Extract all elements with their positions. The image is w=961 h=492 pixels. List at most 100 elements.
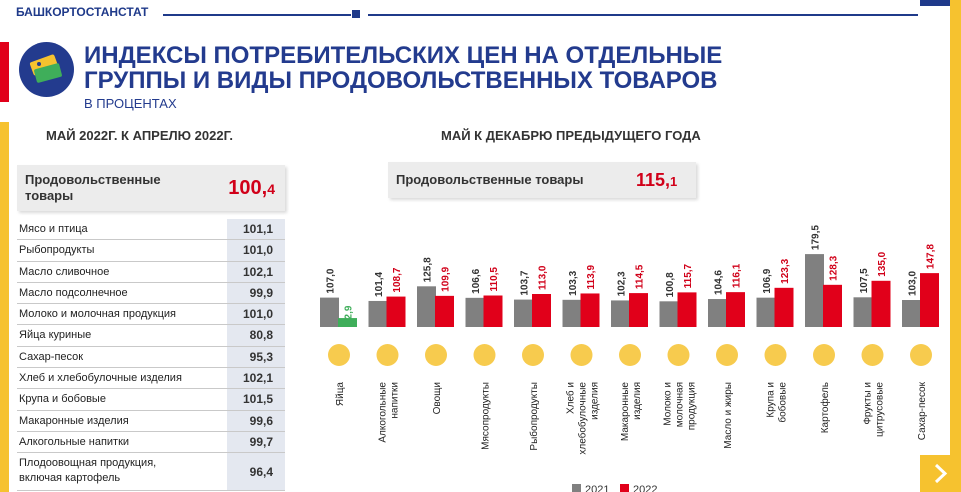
table-row: Масло подсолнечное 99,9 <box>17 282 285 305</box>
table-row: Яйца куриные 80,8 <box>17 325 285 347</box>
data-label: 135,0 <box>877 251 888 276</box>
title-line: ГРУППЫ И ВИДЫ ПРОДОВОЛЬСТВЕННЫХ ТОВАРОВ <box>84 67 718 94</box>
bar-2021 <box>708 299 727 327</box>
table-row: Молоко и молочная продукция 101,0 <box>17 304 285 326</box>
data-label: 114,5 <box>635 264 646 289</box>
data-label: 123,3 <box>780 258 791 283</box>
row-value: 101,0 <box>227 240 285 261</box>
category-label: Крупа и <box>766 382 777 418</box>
food-total-box-right: Продовольственные товары 115,1 <box>388 162 696 198</box>
category-label: хлебобулочные <box>577 382 589 455</box>
next-button[interactable] <box>920 455 961 492</box>
bar-2022 <box>823 284 842 327</box>
data-label: 106,6 <box>471 268 482 293</box>
legend-label: 2021 <box>585 484 609 492</box>
category-icon <box>570 344 593 366</box>
row-value: 101,1 <box>227 219 285 240</box>
row-label: Хлеб и хлебобулочные изделия <box>19 372 182 385</box>
data-label: 110,5 <box>489 267 500 292</box>
bar-2022 <box>774 287 794 327</box>
row-label: Сахар-песок <box>19 350 84 363</box>
row-value: 101,0 <box>227 304 285 325</box>
row-value: 99,9 <box>227 282 285 304</box>
category-icon <box>473 344 496 366</box>
bar-2021 <box>805 254 824 327</box>
category-label: Картофель <box>819 382 831 433</box>
table-row: Рыбопродукты 101,0 <box>17 240 285 262</box>
right-panel-heading: МАЙ К ДЕКАБРЮ ПРЕДЫДУЩЕГО ГОДА <box>441 128 701 143</box>
food-total-value-main: 100, <box>228 177 268 199</box>
top-bar: БАШКОРТОСТАНСТАТ <box>0 0 961 30</box>
category-label: продукция <box>687 382 698 430</box>
corner-accent <box>920 0 961 6</box>
bar-2022 <box>920 273 939 327</box>
category-label: Хлеб и <box>565 382 577 414</box>
bar-2022 <box>677 292 697 327</box>
category-label: молочная <box>675 382 686 427</box>
bar-2021 <box>611 300 630 327</box>
bar-2021 <box>562 299 582 327</box>
data-label: 100,8 <box>665 272 676 297</box>
header-divider <box>163 14 351 16</box>
table-row: Макаронные изделия 99,6 <box>17 410 285 432</box>
left-panel-heading: МАЙ 2022Г. К АПРЕЛЮ 2022Г. <box>46 128 233 143</box>
row-label: Макаронные изделия <box>19 414 129 427</box>
category-label: напитки <box>390 382 401 419</box>
bar-2022 <box>483 295 503 327</box>
category-label: бобовые <box>777 382 789 423</box>
legend-swatch <box>572 484 581 492</box>
bar-2021 <box>417 286 436 327</box>
row-value: 99,7 <box>227 431 285 453</box>
food-total-value: 100,4 <box>228 177 275 200</box>
page-title: ИНДЕКСЫ ПОТРЕБИТЕЛЬСКИХ ЦЕН НА ОТДЕЛЬНЫЕ… <box>84 43 722 93</box>
header-square <box>352 10 360 18</box>
table-row: Сахар-песок 95,3 <box>17 346 285 369</box>
data-label: 113,0 <box>538 265 549 290</box>
data-label: 108,7 <box>392 267 403 292</box>
table-row: Алкогольные напитки 99,7 <box>17 431 285 454</box>
legend-label: 2022 <box>633 484 657 492</box>
bar-2022 <box>629 293 648 327</box>
category-icon <box>716 344 738 366</box>
data-label: 103,7 <box>520 270 531 295</box>
category-label: Алкогольные <box>378 382 389 443</box>
data-label: 109,9 <box>441 266 452 291</box>
bar-chart: 107,0 72,9 Яйца 101,4 108,7 Алкогольные напитк… <box>320 225 939 492</box>
left-yellow-stripe <box>0 122 9 492</box>
bar-2022 <box>435 295 454 327</box>
category-icon <box>667 344 690 366</box>
bar-2022 <box>871 280 891 327</box>
data-label: 101,4 <box>374 271 385 296</box>
org-name: БАШКОРТОСТАНСТАТ <box>16 5 149 19</box>
category-label: Масло и жиры <box>723 382 734 449</box>
bar-2021 <box>514 299 533 327</box>
row-label: Масло сливочное <box>19 265 110 278</box>
right-yellow-stripe <box>950 0 961 455</box>
bar-2021 <box>659 301 679 327</box>
row-value: 101,5 <box>227 389 285 410</box>
bar-2022 <box>532 294 551 327</box>
legend-swatch <box>620 484 629 492</box>
data-label: 128,3 <box>829 255 840 280</box>
category-label: Овощи <box>432 382 443 414</box>
category-icon <box>861 344 884 366</box>
next-arrow-icon <box>934 463 948 484</box>
category-icon <box>425 344 447 366</box>
category-label: Молоко и <box>663 382 674 426</box>
category-label: Макаронные <box>620 382 631 442</box>
table-row: Масло сливочное 102,1 <box>17 261 285 283</box>
food-total-label-right: Продовольственные товары <box>396 172 584 187</box>
table-row: Мясо и птица 101,1 <box>17 219 285 241</box>
data-label: 103,0 <box>908 271 919 296</box>
data-label: 179,5 <box>811 225 822 250</box>
row-label: Рыбопродукты <box>19 244 95 257</box>
category-label: изделия <box>632 382 643 420</box>
left-red-stripe <box>0 42 9 102</box>
data-label: 103,3 <box>568 270 579 295</box>
category-icon <box>328 344 350 366</box>
category-icon <box>522 344 544 366</box>
data-label: 102,3 <box>617 271 628 296</box>
data-label: 115,7 <box>683 263 694 288</box>
category-icon <box>813 344 835 366</box>
page-subtitle: В ПРОЦЕНТАХ <box>84 96 177 111</box>
